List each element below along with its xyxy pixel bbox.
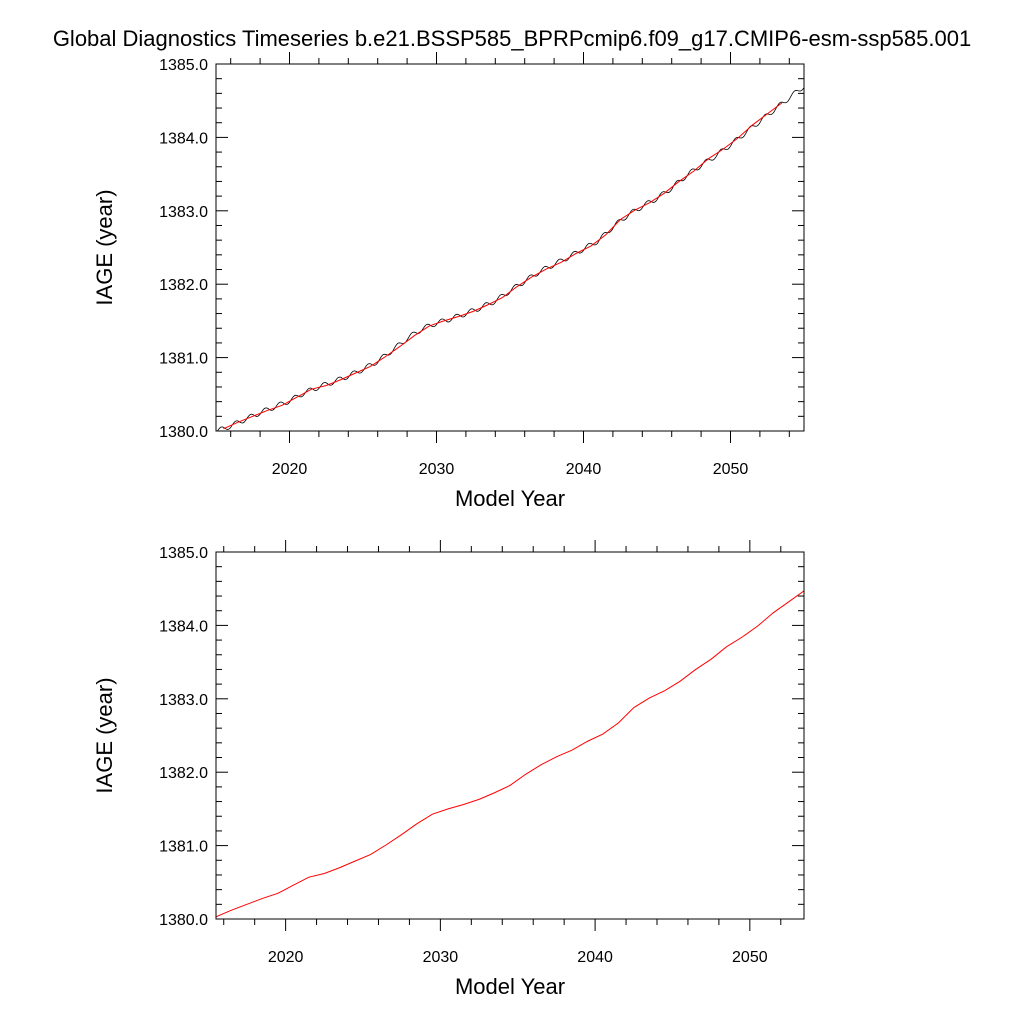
y-tick-label: 1381.0 — [159, 839, 208, 856]
plot-frame — [215, 551, 805, 920]
x-tick-label: 2040 — [566, 461, 602, 478]
y-tick-label: 1385.0 — [159, 545, 208, 562]
series-line-monthly — [217, 87, 804, 431]
y-tick-label: 1384.0 — [159, 130, 208, 147]
x-tick-label: 2050 — [713, 461, 749, 478]
x-tick-label: 2020 — [272, 461, 308, 478]
y-tick-label: 1383.0 — [159, 692, 208, 709]
chart-panel-top: 1380.0 1381.0 1382.0 1383.0 1384.0 1385.0 2020… — [92, 52, 805, 511]
x-axis-label: Model Year — [455, 486, 565, 511]
x-tick-label: 2040 — [577, 949, 613, 966]
y-axis-label: IAGE (year) — [92, 677, 117, 793]
y-tick-label: 1384.0 — [159, 618, 208, 635]
chart-panel-bottom: 1380.0 1381.0 1382.0 1383.0 1384.0 1385.0 2020… — [92, 540, 805, 999]
series-line-annual — [223, 102, 783, 430]
y-tick-label: 1382.0 — [159, 765, 208, 782]
y-tick-label: 1381.0 — [159, 351, 208, 368]
y-tick-label: 1380.0 — [159, 424, 208, 441]
x-tick-label: 2050 — [732, 949, 768, 966]
y-tick-label: 1382.0 — [159, 277, 208, 294]
y-tick-label: 1383.0 — [159, 204, 208, 221]
series-line-annual — [216, 590, 804, 918]
y-tick-label: 1380.0 — [159, 912, 208, 929]
x-tick-label: 2030 — [419, 461, 455, 478]
x-tick-label: 2030 — [423, 949, 459, 966]
x-tick-label: 2020 — [268, 949, 304, 966]
figure-title: Global Diagnostics Timeseries b.e21.BSSP… — [53, 26, 971, 51]
y-tick-label: 1385.0 — [159, 57, 208, 74]
plot-frame — [215, 63, 805, 432]
y-axis-label: IAGE (year) — [92, 189, 117, 305]
x-axis-label: Model Year — [455, 974, 565, 999]
